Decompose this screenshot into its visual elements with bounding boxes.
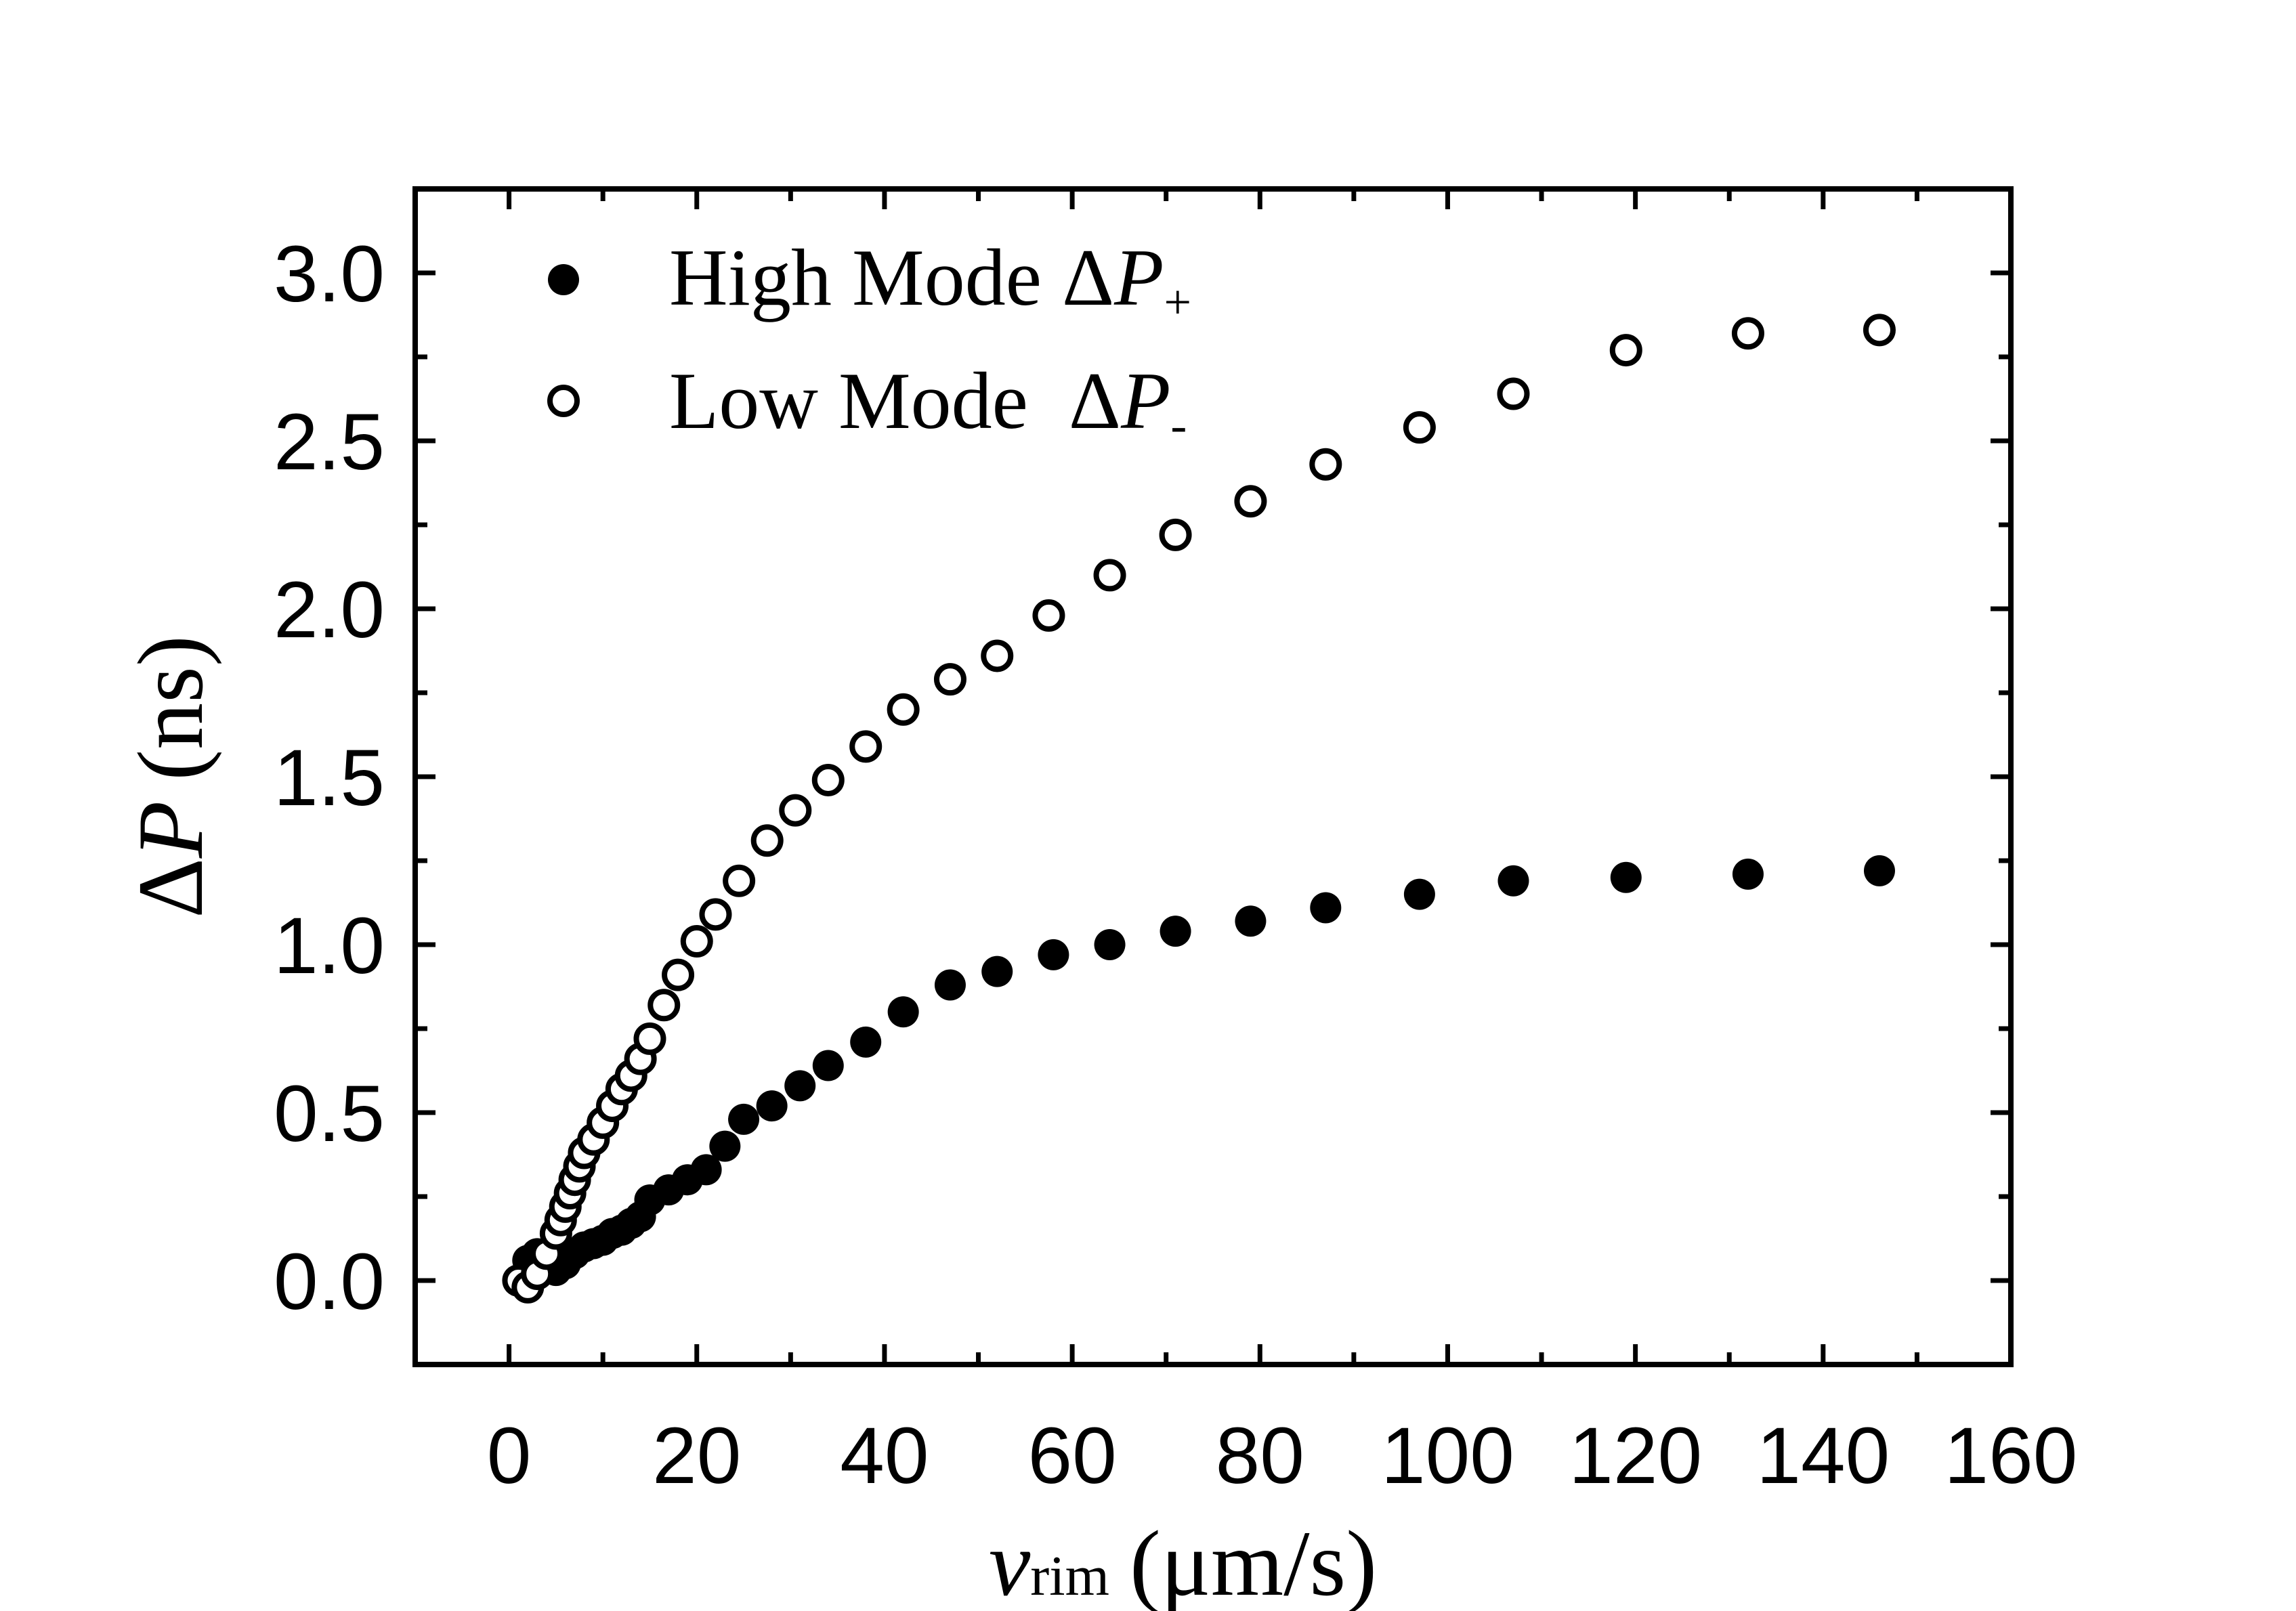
x-tick-label: 160 <box>1944 1411 2078 1501</box>
point-high-mode <box>1094 929 1126 960</box>
point-high-mode <box>1235 905 1267 937</box>
point-low-mode <box>1093 559 1126 592</box>
point-high-mode <box>1863 855 1895 886</box>
x-tick-label: 80 <box>1216 1411 1304 1501</box>
y-tick-label: 0.5 <box>274 1069 385 1159</box>
point-low-mode <box>811 763 845 796</box>
y-axis-ticks: 0.0 0.5 1.0 1.5 2.0 2.5 3.0 <box>274 186 2011 1367</box>
y-tick-label: 2.0 <box>274 565 385 655</box>
point-high-mode <box>1160 916 1191 947</box>
y-tick-label: 2.5 <box>274 398 385 487</box>
point-high-mode <box>728 1103 760 1135</box>
point-high-mode <box>887 996 919 1028</box>
point-low-mode <box>849 730 883 763</box>
point-high-mode <box>850 1026 882 1058</box>
legend-label-low-mode: Low Mode ΔP- <box>669 356 1187 452</box>
point-high-mode <box>756 1090 788 1122</box>
point-low-mode <box>1731 317 1764 350</box>
legend-label-high-mode: High Mode ΔP+ <box>669 232 1191 329</box>
x-axis-label: vrim (μm/s) <box>989 1511 1377 1611</box>
x-tick-label: 0 <box>487 1411 532 1501</box>
y-tick-label: 0.0 <box>274 1237 385 1327</box>
point-low-mode <box>933 663 966 696</box>
point-high-mode <box>1497 865 1529 897</box>
point-high-mode <box>981 955 1013 987</box>
y-tick-label: 1.5 <box>274 733 385 823</box>
point-high-mode <box>812 1050 844 1081</box>
x-tick-label: 120 <box>1569 1411 1702 1501</box>
point-high-mode <box>709 1130 741 1162</box>
legend-marker-low-mode <box>547 385 580 417</box>
point-low-mode <box>981 639 1014 672</box>
point-high-mode <box>690 1154 722 1186</box>
x-tick-label: 60 <box>1027 1411 1116 1501</box>
x-axis-ticks: 0 20 40 60 80 100 120 140 160 <box>412 189 2078 1501</box>
legend: High Mode ΔP+ Low Mode ΔP- <box>547 232 1191 452</box>
point-low-mode <box>662 958 695 991</box>
point-low-mode <box>1403 411 1436 444</box>
point-low-mode <box>680 925 713 958</box>
point-low-mode <box>699 898 732 931</box>
point-low-mode <box>750 824 784 857</box>
point-low-mode <box>1159 518 1192 551</box>
legend-marker-high-mode <box>548 264 579 295</box>
data-points <box>502 314 1896 1304</box>
point-low-mode <box>1032 599 1065 632</box>
point-low-mode <box>887 693 920 726</box>
point-high-mode <box>784 1070 816 1102</box>
point-high-mode <box>1732 858 1764 890</box>
point-low-mode <box>1863 314 1896 347</box>
point-low-mode <box>1234 485 1267 518</box>
point-low-mode <box>633 1022 666 1055</box>
x-tick-label: 140 <box>1756 1411 1890 1501</box>
point-high-mode <box>1038 939 1069 970</box>
x-tick-label: 100 <box>1381 1411 1514 1501</box>
y-tick-label: 3.0 <box>274 230 385 319</box>
point-low-mode <box>1309 448 1342 481</box>
point-low-mode <box>647 989 681 1022</box>
point-high-mode <box>934 969 966 1001</box>
x-tick-label: 20 <box>652 1411 741 1501</box>
point-low-mode <box>1497 377 1530 410</box>
y-tick-label: 1.0 <box>274 901 385 991</box>
x-tick-label: 40 <box>840 1411 929 1501</box>
y-axis-label: ΔP(ns) <box>119 635 222 918</box>
point-high-mode <box>1403 878 1435 910</box>
point-low-mode <box>1609 334 1642 367</box>
point-high-mode <box>1310 892 1342 924</box>
point-high-mode <box>1610 861 1642 893</box>
point-low-mode <box>723 864 756 897</box>
point-low-mode <box>779 794 812 827</box>
